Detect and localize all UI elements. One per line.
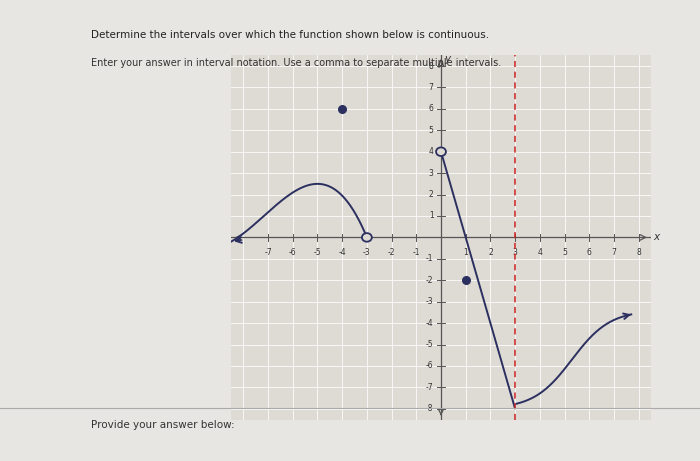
Text: -1: -1 [412,248,420,257]
Text: Provide your answer below:: Provide your answer below: [91,420,234,430]
Circle shape [362,233,372,242]
Text: -7: -7 [264,248,272,257]
Text: -5: -5 [314,248,321,257]
Text: Determine the intervals over which the function shown below is continuous.: Determine the intervals over which the f… [91,30,489,40]
Text: 2: 2 [429,190,433,199]
Circle shape [436,148,446,156]
Text: -7: -7 [426,383,433,392]
Text: -8: -8 [426,404,433,414]
Text: -6: -6 [426,361,433,371]
Text: x: x [654,232,659,242]
Text: -4: -4 [426,319,433,328]
Text: 8: 8 [636,248,641,257]
Text: 8: 8 [429,61,433,71]
Text: 1: 1 [429,212,433,220]
Text: -5: -5 [426,340,433,349]
Text: 1: 1 [463,248,468,257]
Text: Enter your answer in interval notation. Use a comma to separate multiple interva: Enter your answer in interval notation. … [91,58,501,68]
Text: -4: -4 [338,248,346,257]
Text: -2: -2 [426,276,433,285]
Text: -1: -1 [426,254,433,263]
Text: 6: 6 [428,104,433,113]
Text: 4: 4 [538,248,542,257]
Text: 7: 7 [428,83,433,92]
Text: 3: 3 [428,169,433,177]
Text: -2: -2 [388,248,395,257]
Text: -3: -3 [426,297,433,306]
Text: 5: 5 [428,126,433,135]
Text: 4: 4 [428,147,433,156]
Text: 7: 7 [612,248,617,257]
Text: 6: 6 [587,248,592,257]
Text: 3: 3 [512,248,517,257]
Text: -6: -6 [289,248,297,257]
Text: y: y [444,54,451,64]
Text: 5: 5 [562,248,567,257]
Text: -3: -3 [363,248,371,257]
Text: 2: 2 [488,248,493,257]
